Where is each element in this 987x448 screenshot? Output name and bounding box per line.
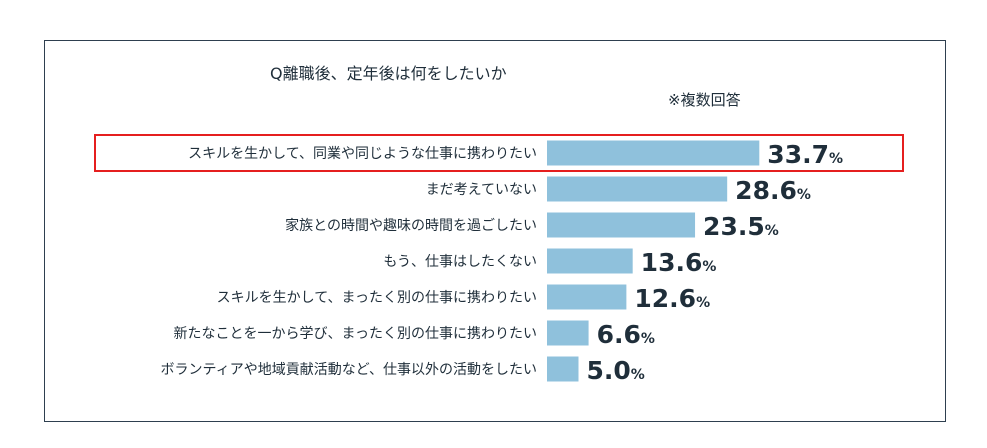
value-label: 12.6% [634, 284, 710, 313]
category-label: スキルを生かして、まったく別の仕事に携わりたい [217, 290, 537, 306]
chart-frame [44, 40, 946, 422]
category-label: ボランティアや地域貢献活動など、仕事以外の活動をしたい [161, 362, 537, 378]
category-label: スキルを生かして、同業や同じような仕事に携わりたい [188, 146, 537, 162]
bar [547, 248, 633, 274]
category-label: 家族との時間や趣味の時間を過ごしたい [285, 217, 537, 234]
value-label: 6.6% [597, 320, 655, 349]
chart-title: Q離職後、定年後は何をしたいか [270, 64, 507, 83]
bar [547, 356, 579, 382]
bar [547, 140, 760, 166]
bar [547, 212, 696, 238]
value-label: 13.6% [641, 248, 717, 277]
bar [547, 284, 627, 310]
value-label: 33.7% [767, 140, 843, 169]
value-label: 28.6% [735, 176, 811, 205]
category-label: もう、仕事はしたくない [383, 254, 537, 270]
bar [547, 176, 728, 202]
value-label: 23.5% [703, 212, 779, 241]
category-label: 新たなことを一から学び、まったく別の仕事に携わりたい [174, 326, 537, 342]
bar [547, 320, 589, 346]
plot-area: スキルを生かして、同業や同じような仕事に携わりたい 33.7% まだ考えていない 28… [161, 140, 843, 385]
highlight-box [94, 134, 904, 172]
value-label: 5.0% [587, 356, 645, 385]
multiple-answer-note: ※複数回答 [668, 91, 741, 109]
category-label: まだ考えていない [426, 182, 537, 198]
